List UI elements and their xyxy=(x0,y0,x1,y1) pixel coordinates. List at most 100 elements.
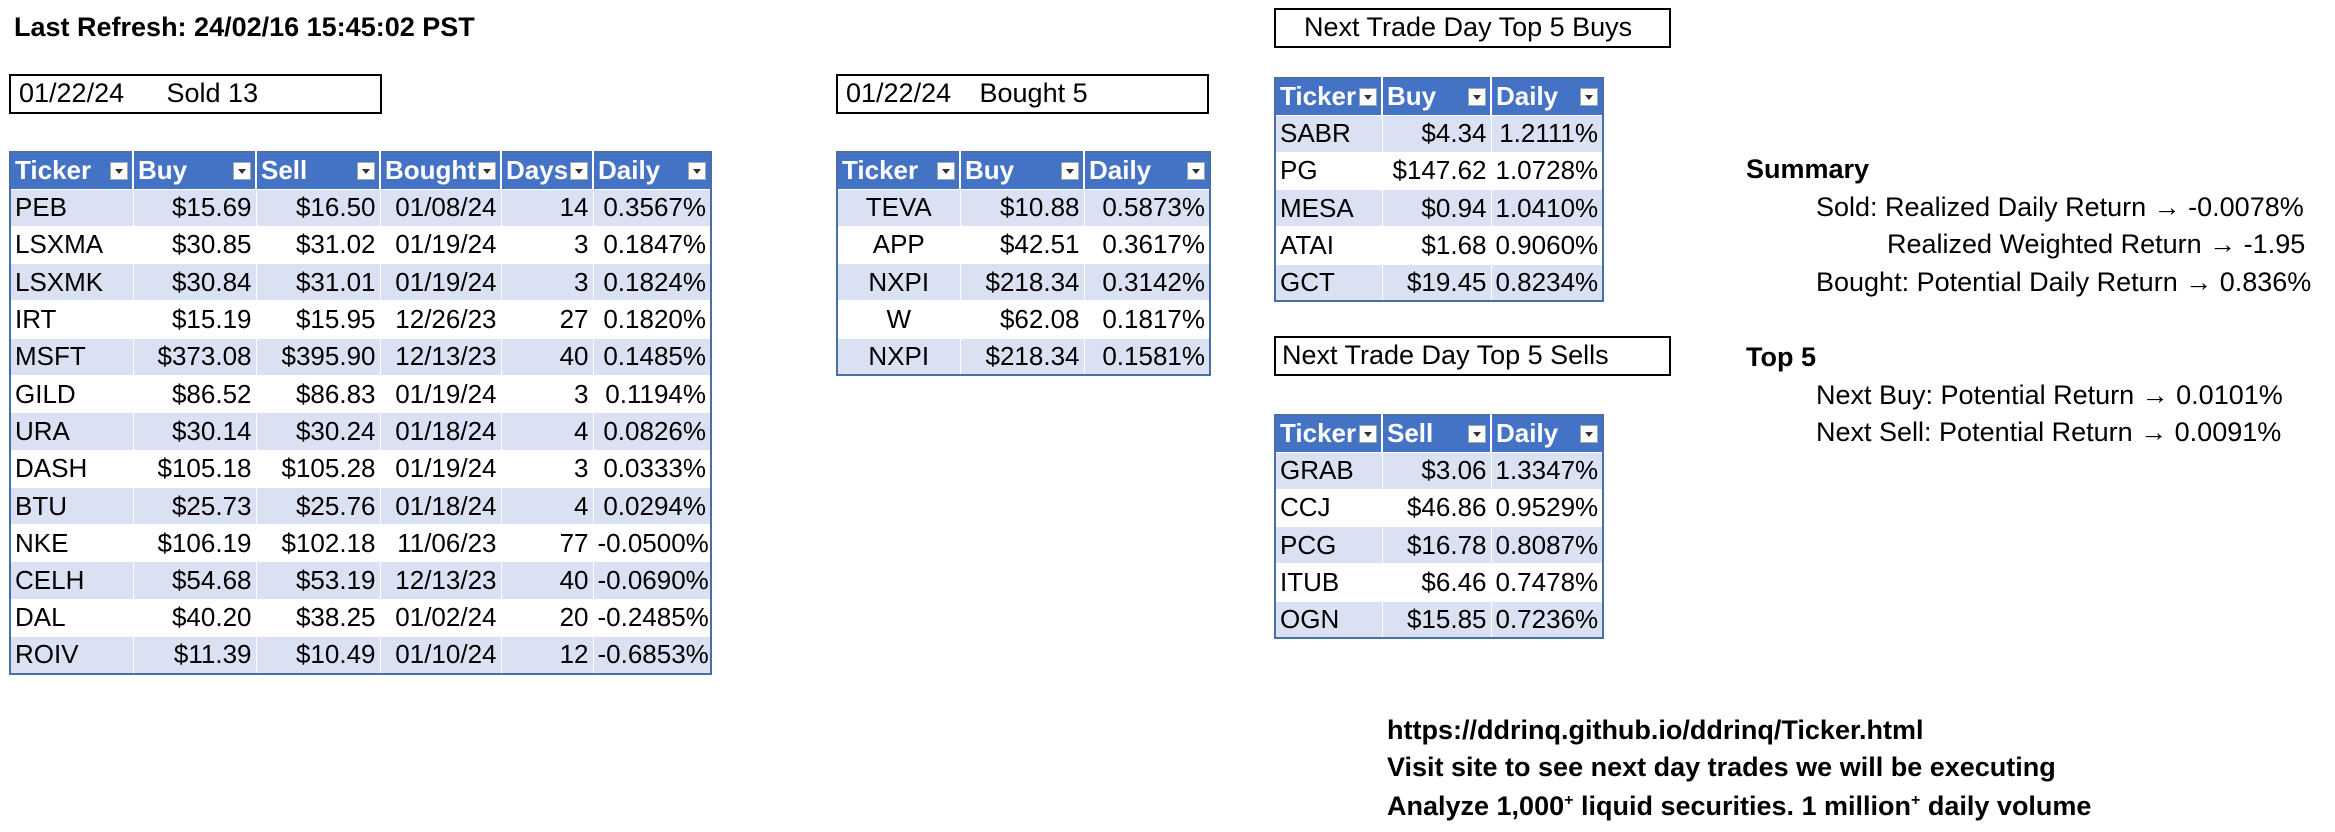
sold-cell-days: 14 xyxy=(500,188,593,227)
sold-cell-days: 3 xyxy=(500,374,593,413)
top5-next-sell: Next Sell: Potential Return → 0.0091% xyxy=(1816,417,2282,447)
sells-col-daily[interactable]: Daily xyxy=(1490,415,1603,452)
sold-cell-daily: 0.0333% xyxy=(592,449,711,488)
bought-header: 01/22/24 Bought 5 xyxy=(836,74,1209,114)
sold-col-sell[interactable]: Sell xyxy=(255,152,380,189)
sold-cell-daily: -0.2485% xyxy=(592,598,711,637)
filter-dropdown-icon[interactable] xyxy=(357,162,375,180)
sold-col-daily[interactable]: Daily xyxy=(592,152,711,189)
sold-cell-buy: $373.08 xyxy=(132,337,256,376)
top-sells-title: Next Trade Day Top 5 Sells xyxy=(1274,336,1671,376)
filter-dropdown-icon[interactable] xyxy=(1061,162,1079,180)
table-row: TEVA $10.88 0.5873% xyxy=(836,188,1210,227)
table-row: LSXMA $30.85 $31.02 01/19/24 3 0.1847% xyxy=(9,225,711,264)
filter-dropdown-icon[interactable] xyxy=(233,162,251,180)
filter-dropdown-icon[interactable] xyxy=(937,162,955,180)
footer-analyze: Analyze 1,000+ liquid securities. 1 mill… xyxy=(1387,788,2091,825)
sold-cell-days: 12 xyxy=(500,636,593,674)
buys-col-ticker[interactable]: Ticker xyxy=(1275,78,1382,115)
sold-cell-sell: $38.25 xyxy=(255,598,380,637)
bought-cell-buy: $10.88 xyxy=(959,188,1084,227)
sold-cell-bought: 12/26/23 xyxy=(379,300,501,339)
footer-analyze-part2: liquid securities. 1 million xyxy=(1573,791,1912,821)
footer-visit: Visit site to see next day trades we wil… xyxy=(1387,752,2056,782)
bought-col-buy[interactable]: Buy xyxy=(959,152,1084,189)
sold-cell-buy: $15.69 xyxy=(132,188,256,227)
footer-analyze-sup1: + xyxy=(1564,792,1574,809)
sold-table-header: Ticker Buy Sell Bought Days Daily xyxy=(10,152,711,189)
bought-cell-daily: 0.3617% xyxy=(1083,225,1210,264)
sold-cell-daily: 0.0294% xyxy=(592,486,711,525)
sold-cell-bought: 01/02/24 xyxy=(379,598,501,637)
table-row: ATAI $1.68 0.9060% xyxy=(1274,226,1603,265)
sold-cell-days: 40 xyxy=(500,337,593,376)
buys-cell-buy: $19.45 xyxy=(1381,263,1491,302)
filter-dropdown-icon[interactable] xyxy=(1187,162,1205,180)
sold-cell-bought: 01/19/24 xyxy=(379,263,501,301)
buys-cell-daily: 1.0728% xyxy=(1490,151,1603,190)
table-row: NKE $106.19 $102.18 11/06/23 77 -0.0500% xyxy=(9,524,711,562)
buys-col-label: Daily xyxy=(1496,81,1559,112)
buys-cell-ticker: MESA xyxy=(1274,189,1382,227)
buys-cell-ticker: PG xyxy=(1274,151,1382,190)
sold-cell-daily: 0.1820% xyxy=(592,300,711,339)
sold-col-ticker[interactable]: Ticker xyxy=(10,152,133,189)
top5-next-buy: Next Buy: Potential Return → 0.0101% xyxy=(1816,380,2283,410)
table-row: IRT $15.19 $15.95 12/26/23 27 0.1820% xyxy=(9,300,711,339)
filter-dropdown-icon[interactable] xyxy=(110,162,128,180)
sells-col-sell[interactable]: Sell xyxy=(1381,415,1491,452)
table-row: PEB $15.69 $16.50 01/08/24 14 0.3567% xyxy=(9,188,711,227)
filter-dropdown-icon[interactable] xyxy=(1359,425,1377,443)
sold-cell-ticker: ROIV xyxy=(9,636,133,674)
table-row: PG $147.62 1.0728% xyxy=(1274,151,1603,190)
top-sells-table-header: Ticker Sell Daily xyxy=(1275,415,1603,452)
bought-col-ticker[interactable]: Ticker xyxy=(837,152,960,189)
table-row: BTU $25.73 $25.76 01/18/24 4 0.0294% xyxy=(9,486,711,525)
filter-dropdown-icon[interactable] xyxy=(478,162,496,180)
sold-cell-days: 40 xyxy=(500,561,593,600)
table-row: ITUB $6.46 0.7478% xyxy=(1274,563,1603,602)
filter-dropdown-icon[interactable] xyxy=(570,162,588,180)
top-sells-table: Ticker Sell Daily GRAB $3.06 1.3347% CCJ $46.8… xyxy=(1274,414,1604,640)
table-row: MSFT $373.08 $395.90 12/13/23 40 0.1485% xyxy=(9,337,711,376)
sold-cell-ticker: IRT xyxy=(9,300,133,339)
sold-cell-bought: 01/19/24 xyxy=(379,225,501,264)
sold-cell-ticker: URA xyxy=(9,412,133,451)
sold-cell-bought: 01/19/24 xyxy=(379,374,501,413)
sells-col-ticker[interactable]: Ticker xyxy=(1275,415,1382,452)
table-row: LSXMK $30.84 $31.01 01/19/24 3 0.1824% xyxy=(9,263,711,301)
table-row: GRAB $3.06 1.3347% xyxy=(1274,451,1603,490)
buys-col-daily[interactable]: Daily xyxy=(1490,78,1603,115)
sold-cell-bought: 01/18/24 xyxy=(379,486,501,525)
table-row: SABR $4.34 1.2111% xyxy=(1274,114,1603,153)
filter-dropdown-icon[interactable] xyxy=(1359,88,1377,106)
filter-dropdown-icon[interactable] xyxy=(688,162,706,180)
footer-analyze-part3: daily volume xyxy=(1920,791,2092,821)
filter-dropdown-icon[interactable] xyxy=(1468,425,1486,443)
top-buys-table-header: Ticker Buy Daily xyxy=(1275,78,1603,115)
sold-cell-daily: -0.6853% xyxy=(592,636,711,674)
sold-cell-buy: $15.19 xyxy=(132,300,256,339)
bought-table-header: Ticker Buy Daily xyxy=(837,152,1210,189)
sold-col-buy[interactable]: Buy xyxy=(132,152,256,189)
bought-cell-ticker: W xyxy=(836,300,960,339)
buys-col-buy[interactable]: Buy xyxy=(1381,78,1491,115)
bought-col-daily[interactable]: Daily xyxy=(1083,152,1210,189)
sold-col-bought[interactable]: Bought xyxy=(379,152,501,189)
sold-col-days[interactable]: Days xyxy=(500,152,593,189)
sold-col-label: Days xyxy=(506,155,569,186)
sold-cell-daily: -0.0690% xyxy=(592,561,711,600)
sold-cell-ticker: LSXMA xyxy=(9,225,133,264)
filter-dropdown-icon[interactable] xyxy=(1580,425,1598,443)
buys-cell-ticker: SABR xyxy=(1274,114,1382,153)
buys-cell-daily: 1.0410% xyxy=(1490,189,1603,227)
filter-dropdown-icon[interactable] xyxy=(1468,88,1486,106)
bought-date: 01/22/24 xyxy=(846,78,952,108)
sold-cell-buy: $106.19 xyxy=(132,524,256,562)
sells-cell-ticker: PCG xyxy=(1274,526,1382,564)
sold-cell-buy: $30.85 xyxy=(132,225,256,264)
sold-cell-days: 77 xyxy=(500,524,593,562)
sold-col-label: Bought xyxy=(385,155,476,186)
buys-col-label: Buy xyxy=(1387,81,1437,112)
filter-dropdown-icon[interactable] xyxy=(1580,88,1598,106)
